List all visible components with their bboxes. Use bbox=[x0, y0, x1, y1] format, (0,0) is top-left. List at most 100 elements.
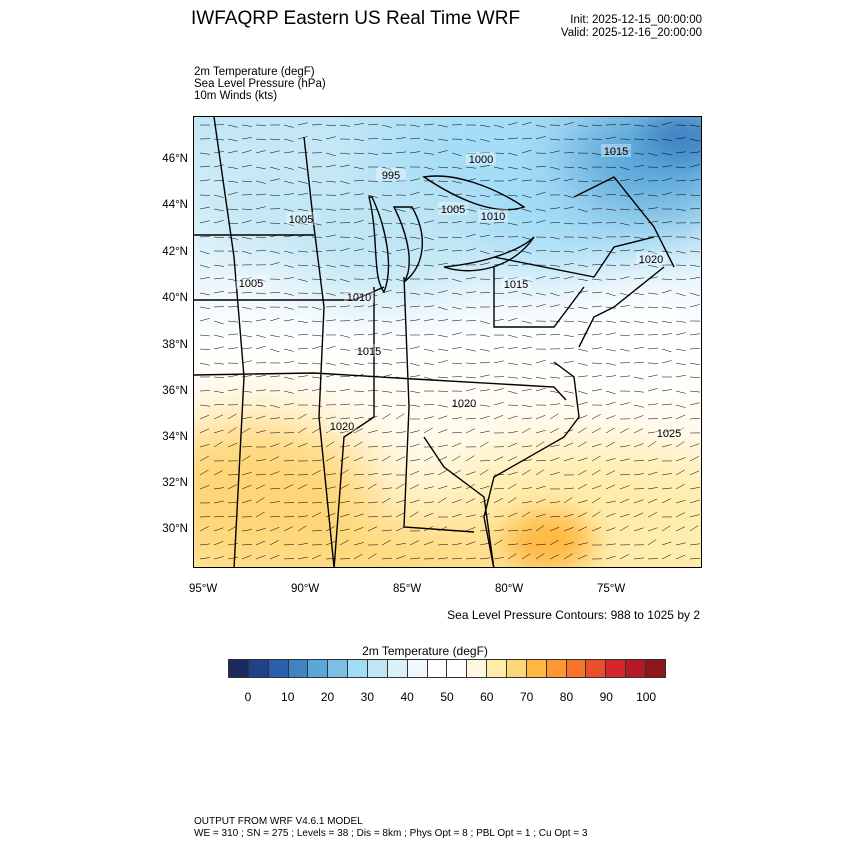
wind-barb bbox=[591, 427, 601, 434]
pressure-contour-label: 1015 bbox=[357, 346, 381, 358]
wind-barb bbox=[227, 543, 238, 546]
wind-barb bbox=[661, 138, 672, 141]
wind-barb bbox=[199, 206, 210, 210]
wind-barb bbox=[283, 264, 294, 268]
wind-barb bbox=[549, 403, 560, 406]
pressure-contour-label: 1015 bbox=[604, 146, 628, 158]
wind-barb bbox=[269, 488, 280, 490]
wind-barb bbox=[633, 222, 644, 224]
wind-barb bbox=[451, 221, 462, 224]
wind-barb bbox=[241, 455, 251, 462]
wind-barb bbox=[255, 389, 266, 392]
wind-barb bbox=[591, 320, 602, 323]
colorbar-tick-label: 50 bbox=[440, 690, 454, 704]
wind-barb bbox=[437, 444, 448, 448]
wind-barb bbox=[661, 403, 672, 406]
wind-barb bbox=[647, 539, 657, 546]
wind-barb bbox=[479, 542, 490, 546]
wind-barb bbox=[633, 527, 644, 532]
wind-barb bbox=[591, 497, 601, 504]
wind-barb bbox=[241, 555, 252, 560]
wind-barb bbox=[577, 457, 588, 462]
wind-barb bbox=[521, 334, 532, 338]
wind-barb bbox=[353, 123, 364, 126]
wind-barb bbox=[241, 277, 252, 280]
wind-barb bbox=[339, 164, 350, 168]
wind-barb bbox=[619, 445, 630, 448]
wind-barb bbox=[549, 304, 560, 308]
wind-barb bbox=[479, 404, 490, 407]
wind-barb bbox=[591, 333, 602, 336]
wind-barb bbox=[353, 416, 364, 420]
wind-barb bbox=[577, 306, 588, 310]
wind-barb bbox=[647, 441, 657, 448]
wind-barb bbox=[423, 305, 434, 308]
wind-barb bbox=[297, 278, 308, 282]
wind-barb bbox=[605, 458, 616, 462]
wind-barb bbox=[213, 390, 224, 394]
wind-barb bbox=[269, 527, 280, 532]
wind-barb bbox=[213, 164, 224, 168]
wind-barb bbox=[479, 152, 490, 154]
wind-barb bbox=[213, 487, 224, 490]
wind-barb bbox=[311, 404, 322, 407]
wind-barb bbox=[395, 445, 406, 448]
wind-barb bbox=[633, 306, 644, 309]
wind-barb bbox=[507, 122, 518, 126]
wind-barb bbox=[563, 206, 574, 210]
wind-barb bbox=[423, 541, 434, 546]
wind-barb bbox=[437, 249, 448, 252]
wind-barb bbox=[535, 220, 546, 224]
wind-barb bbox=[507, 346, 518, 350]
wind-barb bbox=[213, 376, 224, 378]
wind-barb bbox=[535, 276, 546, 280]
wind-barb bbox=[549, 554, 560, 560]
plot-title: IWFAQRP Eastern US Real Time WRF bbox=[191, 8, 521, 29]
wind-barb bbox=[535, 525, 545, 532]
wind-barb bbox=[269, 262, 280, 266]
wind-barb bbox=[521, 487, 532, 490]
wind-barb bbox=[325, 249, 336, 252]
wind-barb bbox=[451, 557, 462, 560]
wind-barb bbox=[689, 304, 700, 308]
wind-barb bbox=[549, 501, 560, 504]
wind-barb bbox=[465, 471, 476, 476]
wind-barb bbox=[409, 390, 420, 394]
wind-barb bbox=[591, 526, 602, 532]
wind-barb bbox=[353, 362, 364, 366]
wind-barb bbox=[591, 375, 602, 378]
colorbar-swatch bbox=[626, 660, 647, 677]
wind-barb bbox=[535, 441, 545, 448]
wind-barb bbox=[255, 292, 266, 295]
wind-barb bbox=[493, 138, 504, 140]
wind-barb bbox=[353, 473, 364, 476]
wind-barb bbox=[479, 557, 490, 560]
wind-barb bbox=[675, 137, 686, 140]
wind-barb bbox=[199, 404, 210, 407]
wind-barb bbox=[325, 264, 336, 268]
wind-barb bbox=[227, 484, 238, 490]
colorbar-swatch bbox=[427, 660, 448, 677]
wind-barb bbox=[339, 539, 349, 546]
wind-barb bbox=[437, 415, 448, 420]
wind-barb bbox=[507, 178, 518, 182]
wind-barb bbox=[311, 459, 322, 462]
wind-barb bbox=[535, 333, 546, 336]
wind-barb bbox=[255, 138, 266, 141]
wind-barb bbox=[325, 512, 336, 518]
wind-barb bbox=[647, 124, 658, 128]
wind-barb bbox=[311, 306, 322, 311]
wind-barb bbox=[437, 236, 448, 239]
wind-barb bbox=[199, 444, 210, 448]
wind-barb bbox=[507, 431, 518, 434]
wind-barb bbox=[367, 404, 378, 407]
wind-barb bbox=[381, 124, 392, 128]
wind-barb bbox=[633, 236, 644, 239]
wind-barb bbox=[353, 456, 364, 462]
wind-barb bbox=[521, 208, 532, 213]
wind-barb bbox=[479, 430, 490, 434]
wind-barb bbox=[675, 414, 686, 420]
wind-barb bbox=[381, 390, 392, 393]
wind-barb bbox=[213, 500, 224, 504]
wind-barb bbox=[353, 305, 364, 308]
